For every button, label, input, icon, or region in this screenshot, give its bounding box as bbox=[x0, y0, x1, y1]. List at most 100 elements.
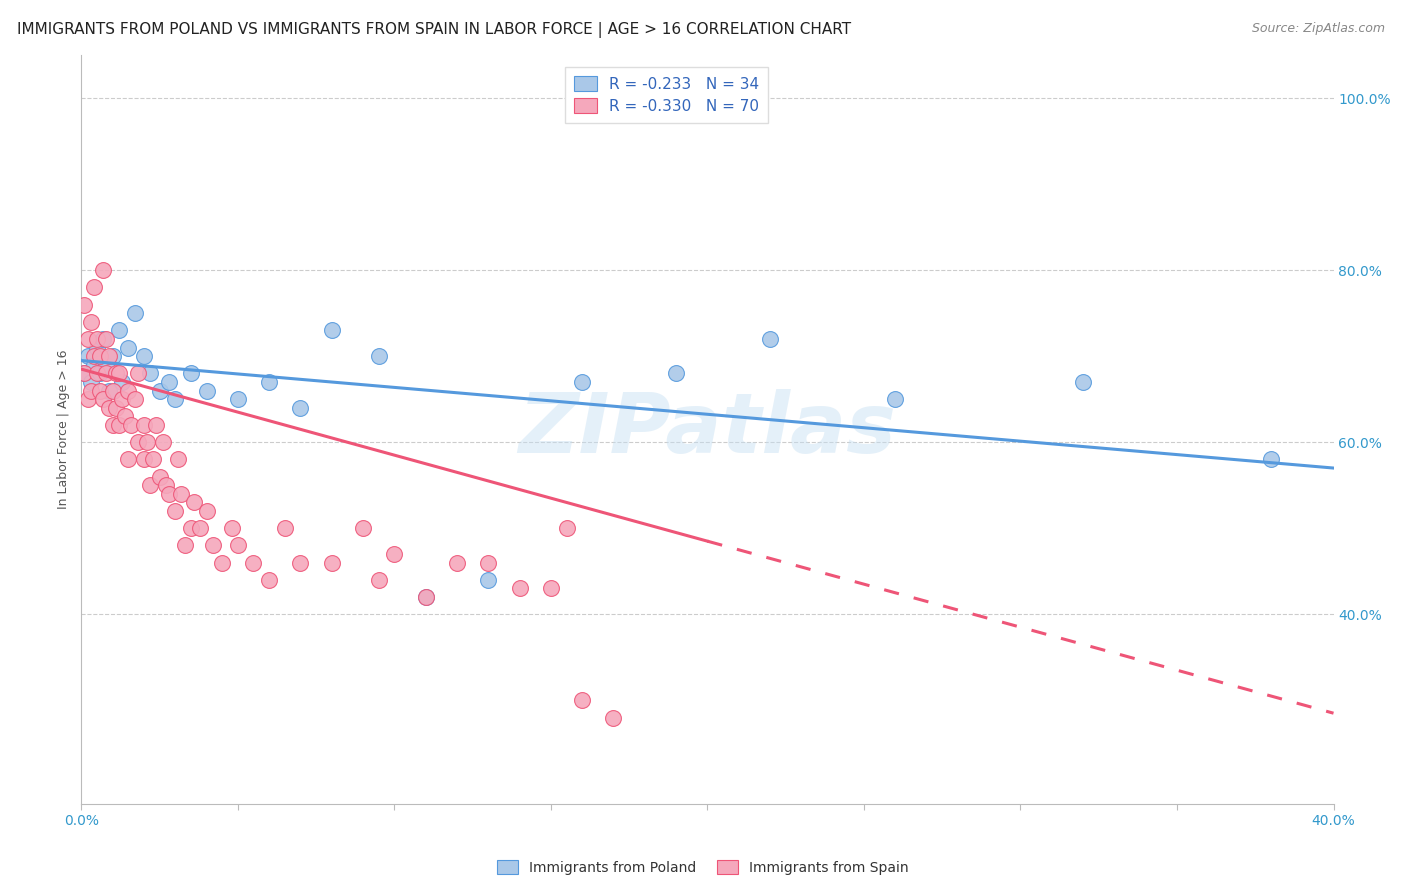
Point bbox=[89, 367, 111, 381]
Point bbox=[242, 556, 264, 570]
Point bbox=[127, 435, 149, 450]
Point bbox=[195, 384, 218, 398]
Point bbox=[602, 710, 624, 724]
Point bbox=[211, 556, 233, 570]
Point bbox=[124, 306, 146, 320]
Text: Source: ZipAtlas.com: Source: ZipAtlas.com bbox=[1251, 22, 1385, 36]
Point bbox=[86, 341, 108, 355]
Point bbox=[73, 297, 96, 311]
Point bbox=[96, 358, 118, 372]
Point bbox=[321, 323, 343, 337]
Point bbox=[79, 315, 101, 329]
Point bbox=[167, 452, 190, 467]
Point bbox=[83, 280, 105, 294]
Point bbox=[117, 452, 139, 467]
Point bbox=[76, 392, 98, 407]
Point bbox=[91, 392, 114, 407]
Point bbox=[98, 384, 121, 398]
Point bbox=[89, 384, 111, 398]
Point bbox=[86, 367, 108, 381]
Point bbox=[142, 452, 165, 467]
Point bbox=[257, 573, 280, 587]
Point bbox=[226, 539, 249, 553]
Point bbox=[139, 478, 162, 492]
Legend: Immigrants from Poland, Immigrants from Spain: Immigrants from Poland, Immigrants from … bbox=[492, 855, 914, 880]
Point bbox=[79, 384, 101, 398]
Point bbox=[83, 358, 105, 372]
Point bbox=[91, 263, 114, 277]
Point bbox=[132, 349, 155, 363]
Point bbox=[98, 349, 121, 363]
Point bbox=[157, 375, 180, 389]
Point bbox=[132, 452, 155, 467]
Point bbox=[104, 401, 127, 415]
Point bbox=[201, 539, 224, 553]
Point bbox=[321, 556, 343, 570]
Point bbox=[555, 521, 578, 535]
Point bbox=[415, 590, 437, 604]
Point bbox=[195, 504, 218, 518]
Point bbox=[96, 332, 118, 346]
Point bbox=[367, 573, 389, 587]
Point bbox=[446, 556, 468, 570]
Point bbox=[108, 417, 131, 432]
Point bbox=[382, 547, 405, 561]
Point bbox=[257, 375, 280, 389]
Point bbox=[509, 582, 531, 596]
Point bbox=[759, 332, 782, 346]
Point bbox=[101, 384, 124, 398]
Point bbox=[148, 384, 170, 398]
Point bbox=[108, 367, 131, 381]
Point bbox=[86, 332, 108, 346]
Point bbox=[665, 367, 688, 381]
Point bbox=[180, 367, 202, 381]
Point bbox=[127, 367, 149, 381]
Legend: R = -0.233   N = 34, R = -0.330   N = 70: R = -0.233 N = 34, R = -0.330 N = 70 bbox=[565, 67, 768, 123]
Point bbox=[73, 367, 96, 381]
Point bbox=[76, 349, 98, 363]
Point bbox=[111, 375, 134, 389]
Point bbox=[145, 417, 167, 432]
Point bbox=[73, 367, 96, 381]
Point bbox=[98, 401, 121, 415]
Text: ZIPatlas: ZIPatlas bbox=[519, 389, 897, 470]
Point bbox=[101, 349, 124, 363]
Point bbox=[180, 521, 202, 535]
Point bbox=[170, 487, 193, 501]
Point bbox=[91, 332, 114, 346]
Point bbox=[571, 693, 593, 707]
Point bbox=[290, 401, 312, 415]
Point bbox=[352, 521, 374, 535]
Point bbox=[415, 590, 437, 604]
Point bbox=[173, 539, 195, 553]
Point bbox=[477, 573, 499, 587]
Point bbox=[104, 367, 127, 381]
Point bbox=[155, 478, 177, 492]
Point bbox=[117, 341, 139, 355]
Point bbox=[108, 323, 131, 337]
Point bbox=[111, 392, 134, 407]
Y-axis label: In Labor Force | Age > 16: In Labor Force | Age > 16 bbox=[58, 350, 70, 509]
Point bbox=[148, 469, 170, 483]
Point bbox=[157, 487, 180, 501]
Text: IMMIGRANTS FROM POLAND VS IMMIGRANTS FROM SPAIN IN LABOR FORCE | AGE > 16 CORREL: IMMIGRANTS FROM POLAND VS IMMIGRANTS FRO… bbox=[17, 22, 851, 38]
Point bbox=[101, 417, 124, 432]
Point bbox=[124, 392, 146, 407]
Point bbox=[165, 504, 187, 518]
Point bbox=[290, 556, 312, 570]
Point bbox=[132, 417, 155, 432]
Point bbox=[1260, 452, 1282, 467]
Point bbox=[1071, 375, 1094, 389]
Point bbox=[540, 582, 562, 596]
Point bbox=[117, 384, 139, 398]
Point bbox=[139, 367, 162, 381]
Point bbox=[136, 435, 159, 450]
Point bbox=[884, 392, 907, 407]
Point bbox=[152, 435, 174, 450]
Point bbox=[83, 349, 105, 363]
Point bbox=[165, 392, 187, 407]
Point bbox=[274, 521, 297, 535]
Point bbox=[120, 417, 142, 432]
Point bbox=[114, 409, 136, 424]
Point bbox=[571, 375, 593, 389]
